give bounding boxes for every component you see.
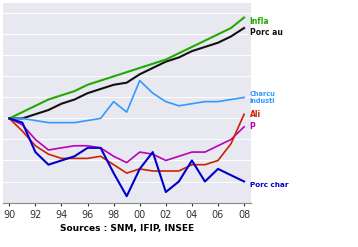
Text: Ali: Ali xyxy=(250,110,261,119)
Text: P: P xyxy=(250,122,255,131)
Text: Porc au: Porc au xyxy=(250,28,282,37)
X-axis label: Sources : SNM, IFIP, INSEE: Sources : SNM, IFIP, INSEE xyxy=(60,224,194,233)
Text: Porc char: Porc char xyxy=(250,182,288,187)
Text: Charcu
industi: Charcu industi xyxy=(250,91,275,104)
Text: Infla: Infla xyxy=(250,18,269,26)
